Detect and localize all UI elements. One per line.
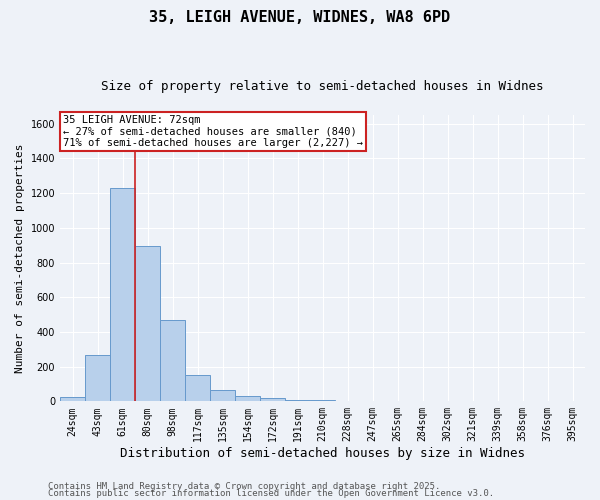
Bar — [110, 188, 135, 402]
Title: Size of property relative to semi-detached houses in Widnes: Size of property relative to semi-detach… — [101, 80, 544, 93]
Bar — [185, 376, 210, 402]
Bar — [260, 398, 285, 402]
Y-axis label: Number of semi-detached properties: Number of semi-detached properties — [15, 144, 25, 373]
X-axis label: Distribution of semi-detached houses by size in Widnes: Distribution of semi-detached houses by … — [120, 447, 525, 460]
Text: 35 LEIGH AVENUE: 72sqm
← 27% of semi-detached houses are smaller (840)
71% of se: 35 LEIGH AVENUE: 72sqm ← 27% of semi-det… — [62, 115, 362, 148]
Bar — [210, 390, 235, 402]
Bar — [135, 246, 160, 402]
Text: Contains HM Land Registry data © Crown copyright and database right 2025.: Contains HM Land Registry data © Crown c… — [48, 482, 440, 491]
Bar — [285, 400, 310, 402]
Bar — [160, 320, 185, 402]
Bar — [235, 396, 260, 402]
Bar — [310, 400, 335, 402]
Text: Contains public sector information licensed under the Open Government Licence v3: Contains public sector information licen… — [48, 490, 494, 498]
Bar — [60, 397, 85, 402]
Bar — [85, 356, 110, 402]
Text: 35, LEIGH AVENUE, WIDNES, WA8 6PD: 35, LEIGH AVENUE, WIDNES, WA8 6PD — [149, 10, 451, 25]
